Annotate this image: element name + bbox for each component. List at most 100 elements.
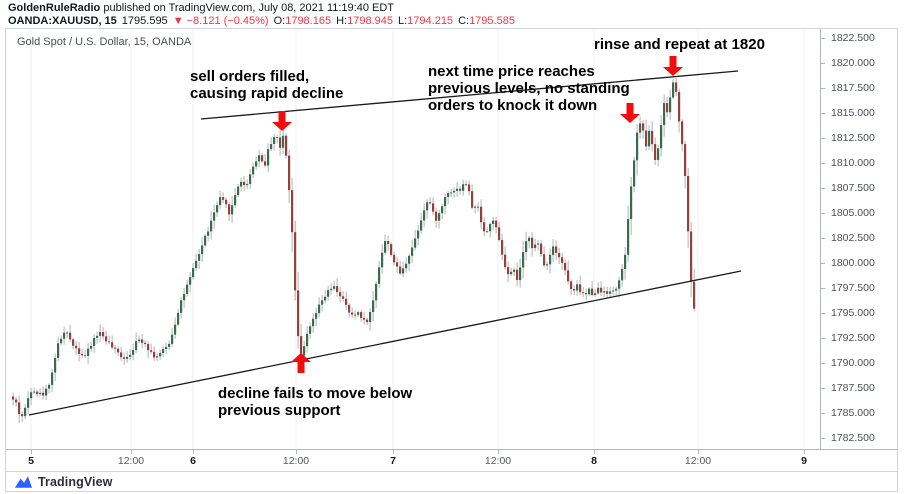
candle-body — [516, 269, 519, 281]
candle-body — [300, 336, 303, 356]
price-axis-label: 1805.000 — [831, 207, 875, 219]
price-axis-label: 1820.000 — [831, 57, 875, 69]
candle-body — [564, 262, 567, 271]
candle-wick — [474, 204, 476, 214]
candle-wick — [114, 345, 116, 354]
candle-body — [459, 188, 462, 191]
arrow-up-icon — [291, 353, 311, 373]
chart-canvas[interactable] — [6, 29, 820, 449]
candle-body — [477, 206, 480, 208]
candle-body — [120, 352, 123, 358]
candle-body — [678, 91, 681, 122]
annotation-line: previous support — [218, 402, 341, 419]
candle-body — [600, 287, 603, 293]
candle-body — [243, 181, 246, 186]
candle-body — [462, 184, 465, 191]
candle-body — [234, 195, 237, 206]
candle-body — [390, 244, 393, 255]
candle-body — [339, 292, 342, 297]
time-axis-tick — [193, 450, 194, 454]
time-axis-label: 12:00 — [484, 455, 512, 467]
candle-body — [546, 264, 549, 266]
last-price: 1795.595 — [121, 15, 168, 27]
candle-body — [528, 237, 531, 242]
candle-body — [393, 254, 396, 263]
candle-wick — [33, 387, 35, 394]
candle-body — [213, 212, 216, 221]
publish-info: published on TradingView.com, July 08, 2… — [100, 2, 395, 14]
candle-body — [618, 280, 621, 289]
price-axis[interactable]: 1822.500 1820.000 1817.500 1815.000 1812.500… — [820, 29, 897, 449]
candle-body — [60, 338, 63, 344]
candle-wick — [537, 239, 539, 251]
chart-legend: Gold Spot / U.S. Dollar, 15, OANDA — [17, 36, 192, 48]
price-axis-tick — [821, 288, 825, 289]
candle-body — [606, 291, 609, 294]
candle-wick — [333, 280, 335, 292]
candle-body — [435, 211, 438, 221]
price-axis-tick — [821, 163, 825, 164]
candle-body — [117, 348, 120, 353]
candle-body — [375, 283, 378, 301]
candle-body — [588, 288, 591, 295]
candle-body — [306, 333, 309, 347]
time-axis[interactable]: 5 12:00 6 12:00 7 12:00 8 12:00 9 — [6, 449, 897, 471]
candle-wick — [447, 190, 449, 205]
candle-body — [591, 288, 594, 296]
candle-body — [237, 186, 240, 196]
candle-body — [522, 252, 525, 268]
candle-body — [318, 304, 321, 314]
price-axis-tick — [821, 338, 825, 339]
candle-body — [687, 176, 690, 232]
candle-body — [297, 290, 300, 337]
candle-body — [54, 357, 57, 373]
price-axis-label: 1812.500 — [831, 132, 875, 144]
annotation-rinse-repeat: rinse and repeat at 1820 — [594, 36, 765, 53]
candle-body — [582, 292, 585, 294]
price-axis-label: 1802.500 — [831, 232, 875, 244]
candle-body — [597, 287, 600, 294]
ohlc-value: 1794.215 — [407, 15, 454, 27]
candle-body — [219, 197, 222, 206]
candle-body — [552, 246, 555, 255]
tradingview-wordmark[interactable]: TradingView — [38, 474, 113, 489]
candle-body — [669, 97, 672, 113]
time-axis-tick — [296, 450, 297, 454]
candle-body — [468, 184, 471, 192]
candle-wick — [264, 154, 266, 168]
candle-body — [675, 82, 678, 92]
candle-body — [273, 137, 276, 145]
annotation-line: sell orders filled, — [190, 68, 310, 85]
candle-body — [324, 296, 327, 301]
candle-body — [348, 304, 351, 313]
candle-body — [180, 300, 183, 313]
candle-body — [384, 241, 387, 253]
candle-body — [657, 148, 660, 160]
price-axis-label: 1787.500 — [831, 382, 875, 394]
tradingview-logo-icon[interactable] — [14, 475, 33, 489]
time-axis-tick — [31, 450, 32, 454]
candle-body — [633, 160, 636, 187]
annotation-line: causing rapid decline — [190, 85, 344, 102]
candle-body — [33, 391, 36, 393]
candle-body — [480, 206, 483, 223]
ohlc-label: L: — [397, 15, 408, 27]
candle-wick — [585, 288, 587, 301]
candlestick-chart[interactable]: Gold Spot / U.S. Dollar, 15, OANDA — [6, 29, 820, 449]
candle-body — [303, 346, 306, 356]
price-axis-tick — [821, 263, 825, 264]
candle-body — [57, 343, 60, 358]
candle-wick — [465, 180, 467, 187]
candle-body — [81, 353, 84, 356]
candle-body — [27, 398, 30, 408]
price-axis-tick — [821, 313, 825, 314]
candle-wick — [342, 290, 344, 302]
candle-body — [87, 348, 90, 356]
candle-body — [192, 268, 195, 278]
price-axis-label: 1822.500 — [831, 32, 875, 44]
candle-body — [93, 337, 96, 346]
candle-body — [18, 402, 21, 415]
candle-body — [135, 341, 138, 351]
candle-body — [525, 241, 528, 253]
candle-body — [126, 356, 129, 359]
